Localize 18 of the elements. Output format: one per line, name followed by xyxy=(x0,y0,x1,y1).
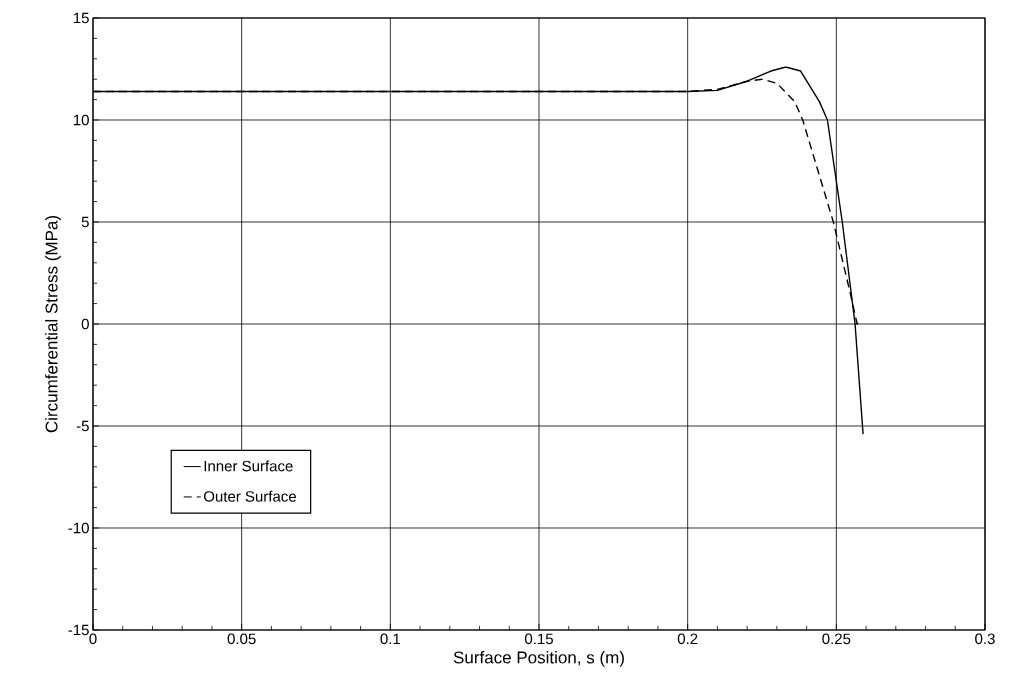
x-tick-label: 0.15 xyxy=(524,633,553,645)
y-axis-title: Circumferential Stress (MPa) xyxy=(45,215,61,433)
x-tick-label: 0.1 xyxy=(380,633,401,645)
x-tick-label: 0.25 xyxy=(822,633,851,645)
y-tick-label: 0 xyxy=(81,318,89,330)
y-tick-label: -5 xyxy=(76,420,89,432)
x-axis-title: Surface Position, s (m) xyxy=(453,651,624,667)
legend-label: Outer Surface xyxy=(203,490,296,502)
x-tick-label: 0.2 xyxy=(677,633,698,645)
y-tick-label: 15 xyxy=(73,12,89,24)
legend-label: Inner Surface xyxy=(204,460,293,472)
x-tick-label: 0.3 xyxy=(975,633,995,645)
y-tick-label: 5 xyxy=(81,216,89,228)
y-tick-label: -10 xyxy=(68,522,89,534)
x-tick-label: 0 xyxy=(89,633,97,645)
x-tick-label: 0.05 xyxy=(227,633,256,645)
y-tick-label: -15 xyxy=(68,624,89,636)
y-tick-label: 10 xyxy=(73,114,89,126)
